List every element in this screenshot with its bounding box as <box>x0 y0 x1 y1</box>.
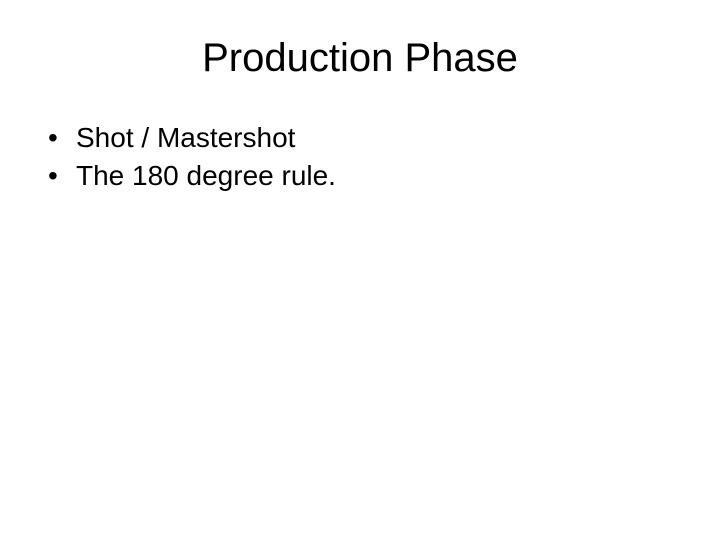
list-item: Shot / Mastershot <box>48 119 690 157</box>
bullet-text: The 180 degree rule. <box>76 160 336 191</box>
slide-container: Production Phase Shot / Mastershot The 1… <box>0 0 720 540</box>
slide-title: Production Phase <box>30 36 690 81</box>
bullet-text: Shot / Mastershot <box>76 122 295 153</box>
list-item: The 180 degree rule. <box>48 157 690 195</box>
bullet-list: Shot / Mastershot The 180 degree rule. <box>30 119 690 195</box>
